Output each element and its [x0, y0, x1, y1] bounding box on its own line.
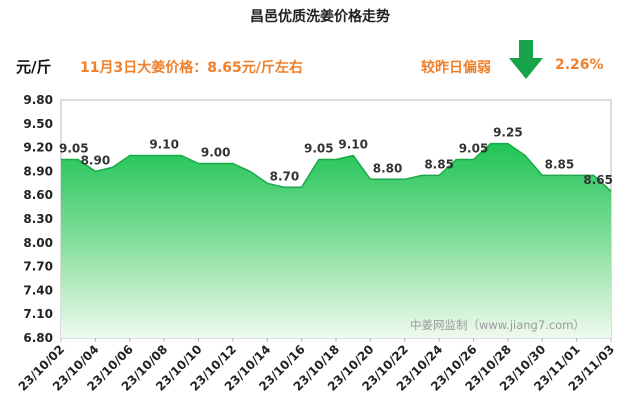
y-tick-label: 9.80	[23, 93, 53, 107]
data-label: 8.80	[373, 161, 403, 175]
y-tick-label: 9.50	[23, 117, 53, 131]
y-axis: 6.80 7.10 7.40 7.70 8.00 8.30 8.60 8.90 9.20 9.50…	[23, 93, 53, 345]
data-label: 9.25	[493, 126, 523, 140]
data-label: 9.05	[304, 142, 334, 156]
y-tick-label: 6.80	[23, 331, 53, 345]
y-tick-label: 7.40	[23, 283, 53, 297]
data-label: 8.90	[81, 153, 111, 167]
change-percent: 2.26%	[555, 57, 604, 73]
y-tick-label: 9.20	[23, 141, 53, 155]
data-label: 9.05	[59, 142, 89, 156]
down-arrow-icon	[508, 40, 544, 80]
price-area	[61, 143, 611, 338]
chart-title: 昌邑优质洗姜价格走势	[250, 9, 390, 25]
x-axis: 23/10/0223/10/0423/10/0623/10/0823/10/10…	[16, 338, 617, 394]
data-label: 8.70	[270, 169, 300, 183]
price-summary: 11月3日大姜价格：8.65元/斤左右	[80, 60, 303, 76]
y-tick-label: 8.60	[23, 188, 53, 202]
data-labels: 9.058.909.109.008.709.05 9.108.80 8.859.05…	[59, 126, 613, 188]
data-label: 8.65	[583, 173, 613, 187]
y-axis-unit: 元/斤	[16, 58, 52, 76]
area-layer	[61, 142, 612, 338]
y-tick-label: 7.70	[23, 260, 53, 274]
y-tick-label: 8.90	[23, 164, 53, 178]
watermark: 中姜网监制（www.jiang7.com）	[410, 318, 585, 332]
change-label: 较昨日偏弱	[421, 60, 491, 76]
data-label: 9.00	[201, 145, 231, 159]
data-label: 9.10	[149, 138, 179, 152]
data-label: 9.10	[338, 138, 368, 152]
y-tick-label: 8.00	[23, 236, 53, 250]
data-label: 8.85	[545, 157, 575, 171]
data-label: 8.85	[424, 157, 454, 171]
y-tick-label: 7.10	[23, 307, 53, 321]
data-label: 9.05	[459, 142, 489, 156]
price-line	[61, 142, 612, 192]
y-tick-label: 8.30	[23, 212, 53, 226]
